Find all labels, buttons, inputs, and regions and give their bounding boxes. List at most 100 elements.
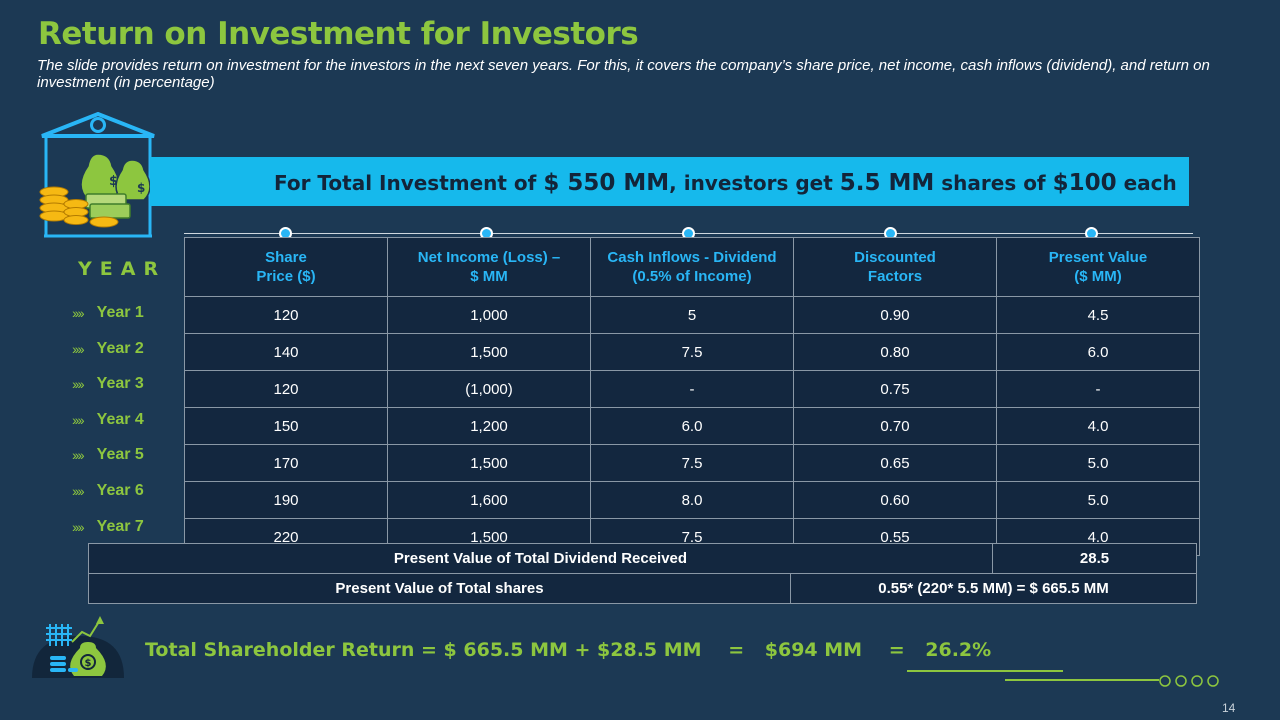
table-cell: 190 (184, 481, 388, 519)
total-shareholder-return: Total Shareholder Return = $ 665.5 MM + … (145, 639, 997, 661)
table-cell: 1,500 (387, 333, 591, 371)
tsr-formula: Total Shareholder Return = $ 665.5 MM + … (145, 639, 702, 661)
table-row: 140 1,500 7.5 0.80 6.0 (184, 333, 1200, 371)
year-label: YEAR (78, 258, 167, 280)
shares-value: 0.55* (220* 5.5 MM) = $ 665.5 MM (790, 573, 1197, 604)
year-row-label: ›››› Year 1 (72, 295, 144, 331)
table-cell: 150 (184, 407, 388, 445)
decorative-lines (905, 668, 1225, 695)
table-row: 150 1,200 6.0 0.70 4.0 (184, 407, 1200, 445)
chevron-right-icon: ›››› (72, 518, 85, 535)
banner-price: $100 (1052, 170, 1117, 196)
table-cell: 1,500 (387, 444, 591, 482)
column-header-line: $ MM (470, 268, 508, 285)
table-row: 170 1,500 7.5 0.65 5.0 (184, 444, 1200, 482)
table-header-row: Share Price ($) Net Income (Loss) – $ MM Cas… (184, 237, 1200, 297)
table-cell: 4.5 (996, 296, 1200, 334)
column-header-line: Discounted (854, 249, 936, 266)
slide-title: Return on Investment for Investors (38, 16, 639, 52)
year-text: Year 7 (96, 517, 144, 535)
column-header-line: Price ($) (256, 268, 316, 285)
table-row: 190 1,600 8.0 0.60 5.0 (184, 481, 1200, 519)
banner-text: For Total Investment of $ 550 MM, invest… (274, 170, 1177, 196)
investment-banner: For Total Investment of $ 550 MM, invest… (150, 157, 1189, 206)
table-cell: 7.5 (590, 333, 794, 371)
year-text: Year 5 (96, 446, 144, 464)
summary-row-dividend: Present Value of Total Dividend Received… (88, 543, 1197, 574)
column-header: Net Income (Loss) – $ MM (387, 237, 591, 297)
column-header: Discounted Factors (793, 237, 997, 297)
table-cell: 0.65 (793, 444, 997, 482)
table-cell: 1,200 (387, 407, 591, 445)
bank-money-icon: $ $ (36, 111, 166, 245)
column-header: Cash Inflows - Dividend (0.5% of Income) (590, 237, 794, 297)
column-header-line: (0.5% of Income) (632, 268, 752, 285)
table-cell: 6.0 (590, 407, 794, 445)
banner-part1: For Total Investment of (274, 171, 544, 195)
table-cell: 0.70 (793, 407, 997, 445)
table-cell: 0.60 (793, 481, 997, 519)
table-cell: 120 (184, 296, 388, 334)
dividend-label: Present Value of Total Dividend Received (88, 543, 993, 574)
table-cell: 5.0 (996, 444, 1200, 482)
svg-text:$: $ (85, 658, 92, 669)
table-row: 120 1,000 5 0.90 4.5 (184, 296, 1200, 334)
table-cell: 1,600 (387, 481, 591, 519)
year-text: Year 3 (96, 375, 144, 393)
year-row-label: ›››› Year 4 (72, 402, 144, 438)
table-cell: 8.0 (590, 481, 794, 519)
table-cell: 120 (184, 370, 388, 408)
table-row: 120 (1,000) -0.75- (184, 370, 1200, 408)
table-cell: 170 (184, 444, 388, 482)
chevron-right-icon: ›››› (72, 411, 85, 428)
tsr-percent: 26.2% (925, 639, 992, 661)
shares-label: Present Value of Total shares (88, 573, 791, 604)
column-header-line: Net Income (Loss) – (417, 249, 561, 266)
tsr-equals: = (728, 639, 745, 661)
table-cell: 5.0 (996, 481, 1200, 519)
svg-text:$: $ (109, 174, 118, 189)
year-row-label: ›››› Year 7 (72, 509, 144, 545)
svg-text:$: $ (137, 181, 145, 195)
chevron-right-icon: ›››› (72, 305, 85, 321)
table-cell: 0.90 (793, 296, 997, 334)
table-cell: (1,000) (387, 370, 591, 408)
table-cell: 6.0 (996, 333, 1200, 371)
year-text: Year 6 (96, 482, 144, 499)
banner-amount: $ 550 MM (543, 170, 670, 196)
year-row-label: ›››› Year 6 (72, 473, 144, 509)
table-cell: 4.0 (996, 407, 1200, 445)
year-row-label: ›››› Year 5 (72, 437, 144, 473)
banner-part2: , investors get (669, 171, 840, 195)
year-text: Year 1 (96, 304, 144, 321)
table-cell: 7.5 (590, 444, 794, 482)
banner-part3: shares of (934, 171, 1053, 195)
dividend-value: 28.5 (992, 543, 1197, 574)
chevron-right-icon: ›››› (72, 483, 85, 499)
summary-table: Present Value of Total Dividend Received… (88, 543, 1197, 604)
banner-part4: each (1116, 171, 1177, 195)
tsr-equals: = (888, 639, 905, 661)
slide-subtitle: The slide provides return on investment … (37, 57, 1210, 91)
column-header-line: Cash Inflows - Dividend (607, 249, 777, 266)
table-cell: 0.75 (793, 370, 997, 408)
year-text: Year 2 (96, 339, 144, 357)
column-header-line: Share (265, 249, 307, 266)
tsr-total: $694 MM (764, 639, 863, 661)
table-cell: - (590, 370, 794, 408)
column-header: Present Value ($ MM) (996, 237, 1200, 297)
banner-shares: 5.5 MM (839, 170, 935, 196)
summary-row-shares: Present Value of Total shares 0.55* (220… (88, 573, 1197, 604)
table-cell: 1,000 (387, 296, 591, 334)
year-row-label: ›››› Year 2 (72, 331, 144, 367)
column-header-line: Present Value (1048, 249, 1148, 266)
roi-table: Share Price ($) Net Income (Loss) – $ MM Cas… (184, 237, 1200, 556)
page-number: 14 (1222, 701, 1236, 715)
chevron-right-icon: ›››› (72, 376, 85, 393)
column-header: Share Price ($) (184, 237, 388, 297)
table-cell: 5 (590, 296, 794, 334)
table-cell: 0.80 (793, 333, 997, 371)
chevron-right-icon: ›››› (72, 447, 85, 464)
year-text: Year 4 (96, 410, 144, 428)
money-bag-growth-icon: $ (28, 612, 128, 687)
